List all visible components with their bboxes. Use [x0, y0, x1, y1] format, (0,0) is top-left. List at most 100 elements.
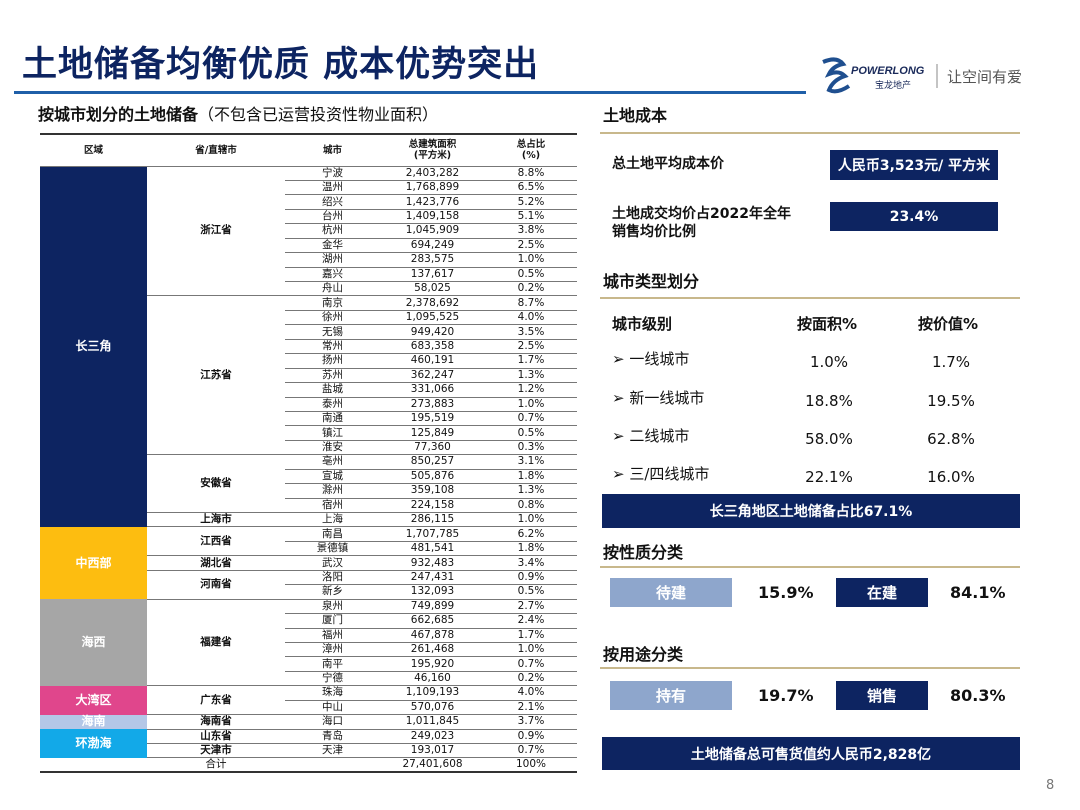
area-cell: 932,483 — [380, 555, 485, 571]
share-cell: 1.2% — [485, 382, 577, 398]
city-cell: 滁州 — [285, 483, 380, 499]
area-cell: 249,023 — [380, 729, 485, 745]
table-row: 泰州 273,883 1.0% — [40, 397, 577, 412]
city-cell: 珠海 — [285, 685, 380, 701]
city-cell: 绍兴 — [285, 194, 380, 210]
share-cell: 0.2% — [485, 671, 577, 687]
area-cell: 1,423,776 — [380, 194, 485, 210]
avg-cost-label: 总土地平均成本价 — [612, 156, 724, 172]
area-cell: 247,431 — [380, 570, 485, 586]
table-row: 漳州 261,468 1.0% — [40, 642, 577, 658]
city-cell: 淮安 — [285, 440, 380, 456]
nature-heading: 按性质分类 — [603, 543, 684, 562]
area-cell: 195,920 — [380, 656, 485, 672]
table-row: 福州 467,878 1.7% — [40, 628, 577, 643]
to-build-label: 待建 — [610, 578, 732, 607]
area-cell: 2,378,692 — [380, 295, 485, 311]
header-area: 总建筑面积 (平方米) — [380, 133, 485, 167]
table-row: 宁德 46,160 0.2% — [40, 671, 577, 687]
city-cell: 天津 — [285, 743, 380, 759]
city-cell: 新乡 — [285, 584, 380, 600]
city-tier-row: ➢ 三/四线城市 — [612, 463, 709, 484]
table-row: 上海市 上海 286,115 1.0% — [40, 512, 577, 528]
city-cell: 嘉兴 — [285, 267, 380, 283]
usage-heading: 按用途分类 — [603, 645, 684, 664]
province-cell: 福建省 — [147, 599, 285, 687]
city-cell: 海口 — [285, 714, 380, 730]
share-cell: 5.1% — [485, 209, 577, 225]
share-cell: 1.8% — [485, 469, 577, 485]
yangtze-share-banner: 长三角地区土地储备占比67.1% — [602, 494, 1020, 528]
share-cell: 2.7% — [485, 599, 577, 615]
table-row: 徐州 1,095,525 4.0% — [40, 310, 577, 326]
tier-value-share: 62.8% — [927, 430, 975, 448]
city-cell: 温州 — [285, 180, 380, 196]
divider — [600, 667, 1020, 669]
province-cell: 安徽省 — [147, 454, 285, 513]
svg-text:让空间有爱: 让空间有爱 — [947, 68, 1022, 86]
col-by-area: 按面积% — [797, 315, 858, 333]
area-cell: 193,017 — [380, 743, 485, 759]
table-row: 淮安 77,360 0.3% — [40, 440, 577, 456]
table-row: 新乡 132,093 0.5% — [40, 584, 577, 600]
city-cell: 湖州 — [285, 252, 380, 268]
province-cell: 天津市 — [147, 743, 285, 759]
city-cell: 杭州 — [285, 223, 380, 239]
area-cell: 132,093 — [380, 584, 485, 600]
area-cell: 261,468 — [380, 642, 485, 658]
table-row: 绍兴 1,423,776 5.2% — [40, 194, 577, 210]
share-cell: 3.8% — [485, 223, 577, 239]
ratio-label-2: 销售均价比例 — [612, 224, 696, 240]
table-row: 宿州 224,158 0.8% — [40, 498, 577, 514]
area-cell: 467,878 — [380, 628, 485, 643]
region-cell: 中西部 — [40, 526, 147, 600]
area-cell: 1,095,525 — [380, 310, 485, 326]
table-row: 湖州 283,575 1.0% — [40, 252, 577, 268]
province-cell: 江苏省 — [147, 295, 285, 456]
table-row: 舟山 58,025 0.2% — [40, 281, 577, 297]
city-cell: 洛阳 — [285, 570, 380, 586]
share-cell: 4.0% — [485, 310, 577, 326]
province-cell: 山东省 — [147, 729, 285, 745]
page-number: 8 — [1046, 778, 1055, 793]
divider — [600, 566, 1020, 568]
tier-area-share: 18.8% — [805, 392, 853, 410]
city-cell: 厦门 — [285, 613, 380, 629]
city-tier-row: ➢ 二线城市 — [612, 425, 689, 446]
total-spacer — [285, 757, 380, 774]
table-row: 温州 1,768,899 6.5% — [40, 180, 577, 196]
city-cell: 泉州 — [285, 599, 380, 615]
page-title: 土地储备均衡优质 成本优势突出 — [22, 45, 540, 85]
area-cell: 1,707,785 — [380, 526, 485, 542]
title-divider — [14, 91, 806, 94]
powerlong-logo: POWERLONG 宝龙地产 让空间有爱 — [815, 52, 1045, 98]
share-cell: 5.2% — [485, 194, 577, 210]
area-cell: 283,575 — [380, 252, 485, 268]
tier-value-share: 1.7% — [931, 353, 971, 371]
share-cell: 0.5% — [485, 425, 577, 441]
city-tier-name: 新一线城市 — [629, 389, 705, 407]
city-cell: 上海 — [285, 512, 380, 528]
city-cell: 扬州 — [285, 353, 380, 369]
tier-area-share: 1.0% — [809, 353, 849, 371]
share-cell: 6.2% — [485, 526, 577, 542]
table-row: 安徽省 亳州 850,257 3.1% — [40, 454, 577, 513]
arrow-bullet-icon: ➢ — [612, 350, 630, 368]
table-row: 中山 570,076 2.1% — [40, 700, 577, 716]
region-cell: 环渤海 — [40, 729, 147, 758]
area-cell: 570,076 — [380, 700, 485, 716]
share-cell: 0.3% — [485, 440, 577, 456]
area-cell: 1,409,158 — [380, 209, 485, 225]
city-cell: 青岛 — [285, 729, 380, 745]
table-row: 常州 683,358 2.5% — [40, 339, 577, 355]
table-row: 湖北省 武汉 932,483 3.4% — [40, 555, 577, 571]
table-row: 南通 195,519 0.7% — [40, 411, 577, 427]
table-row: 厦门 662,685 2.4% — [40, 613, 577, 629]
area-cell: 749,899 — [380, 599, 485, 615]
saleable-value-banner: 土地储备总可售货值约人民币2,828亿 — [602, 737, 1020, 770]
city-tier-name: 二线城市 — [629, 427, 690, 445]
city-cell: 宣城 — [285, 469, 380, 485]
area-cell: 460,191 — [380, 353, 485, 369]
share-cell: 6.5% — [485, 180, 577, 196]
land-bank-table: 区域 省/直辖市 城市 总建筑面积 (平方米) 总占比 (%) 长三角 浙江省 宁波… — [40, 133, 577, 774]
